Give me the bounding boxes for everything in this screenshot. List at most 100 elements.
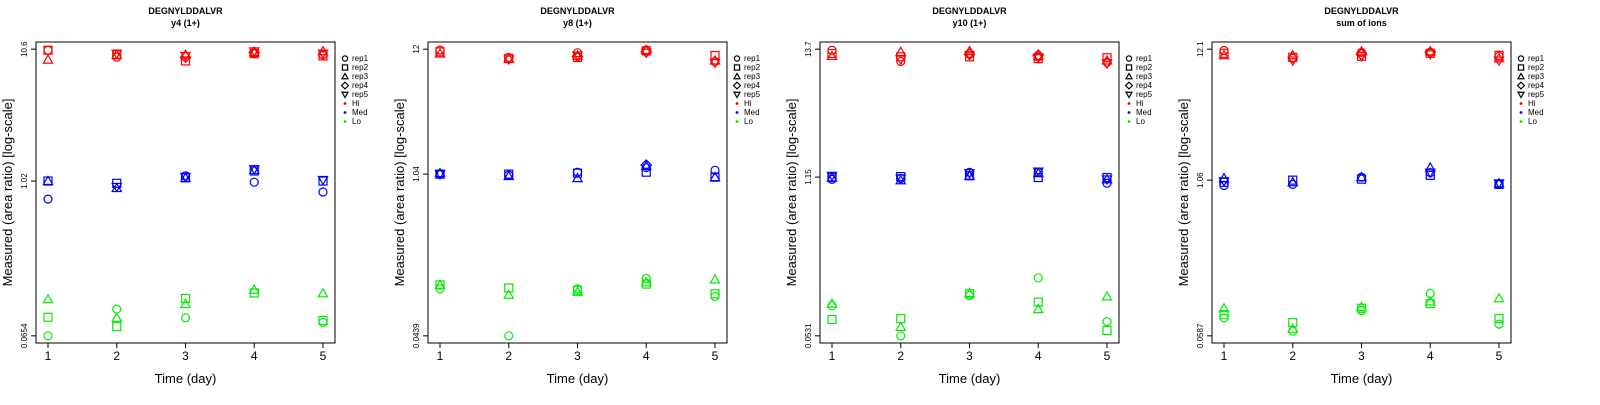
data-point-lo-rep3 (571, 285, 584, 296)
data-point-med-rep5 (1101, 175, 1113, 186)
y-tick-label: 1.15 (804, 169, 813, 185)
x-tick-label: 4 (643, 349, 650, 363)
legend-label: rep4 (1528, 81, 1545, 90)
x-tick-label: 2 (113, 349, 120, 363)
data-point-lo-rep2 (1102, 325, 1112, 335)
x-axis-label: Time (day) (547, 371, 609, 386)
data-point-hi-rep2 (180, 56, 191, 66)
data-point-med-rep5 (895, 174, 907, 185)
y-tick-label: 1.02 (20, 173, 29, 189)
data-point-lo-rep1 (1102, 316, 1112, 327)
data-point-hi-rep5 (1032, 53, 1044, 64)
data-point-lo-rep1 (641, 273, 651, 284)
data-point-lo-rep2 (1494, 313, 1504, 324)
legend-label: rep1 (1136, 54, 1153, 63)
legend-symbol-rep1 (1125, 55, 1133, 62)
data-point-hi-rep5 (640, 48, 652, 59)
data-point-lo-rep3 (640, 276, 652, 287)
data-point-med-rep3 (571, 172, 584, 183)
data-point-lo-rep1 (318, 317, 328, 328)
panel-4: DEGNYLDDALVR sum of ions 1 2 3 4 5 Time (day) 0.… (1176, 6, 1545, 386)
legend-symbol-rep1 (1517, 55, 1525, 62)
data-point-lo-rep1 (1219, 313, 1229, 323)
panel-1: DEGNYLDDALVR y4 (1+) 1 2 3 4 5 Time (day) 0.0654… (0, 6, 369, 386)
y-tick-label: 0.0587 (1196, 323, 1205, 348)
data-point-med-rep5 (317, 175, 329, 186)
data-point-med-rep3 (434, 167, 446, 178)
data-point-lo-rep3 (1424, 295, 1436, 306)
data-point-lo-rep2 (504, 283, 514, 293)
legend-symbol-rep2 (341, 64, 349, 71)
legend-symbol-rep5 (1124, 91, 1134, 99)
y-tick-label: 0.0654 (20, 323, 29, 348)
data-point-lo-rep2 (112, 322, 122, 332)
x-tick-label: 2 (505, 349, 512, 363)
legend-label: rep5 (1136, 90, 1153, 99)
data-point-hi-rep2 (1102, 53, 1112, 63)
x-tick-label: 5 (1496, 349, 1503, 363)
data-point-med-rep5 (1424, 168, 1436, 179)
data-point-lo-rep2 (710, 289, 720, 299)
data-point-lo-rep1 (43, 331, 53, 341)
legend-label: Lo (352, 117, 361, 126)
data-point-lo-rep3 (709, 273, 721, 284)
data-point-hi-rep3 (317, 45, 329, 56)
x-tick-label: 5 (1104, 349, 1111, 363)
legend-symbol-rep2 (733, 64, 741, 71)
legend-label: Lo (1528, 117, 1537, 126)
legend-symbol-rep4 (1124, 81, 1134, 90)
legend-label: rep4 (744, 81, 761, 90)
data-point-hi-rep3 (434, 47, 446, 58)
legend-symbol-rep4 (732, 81, 742, 90)
plot-frame (1211, 41, 1512, 344)
legend-label: Med (1136, 108, 1152, 117)
legend-label: rep2 (1528, 63, 1545, 72)
legend-label: rep5 (352, 90, 369, 99)
data-point-hi-rep4 (1032, 49, 1045, 62)
legend-symbol-rep3 (1124, 72, 1134, 80)
legend-symbol-rep3 (340, 72, 350, 80)
data-points (434, 44, 721, 341)
data-point-med-rep4 (640, 159, 653, 172)
legend-dot-med (343, 111, 347, 114)
y-axis-label: Measured (area ratio) [log-scale] (784, 99, 799, 287)
data-point-lo-rep3 (1287, 322, 1299, 333)
data-point-hi-rep5 (179, 51, 192, 62)
legend-dot-med (735, 111, 739, 114)
data-point-lo-rep3 (1355, 301, 1368, 312)
legend-label: rep3 (744, 72, 761, 81)
legend-label: Med (744, 108, 760, 117)
data-point-med-rep1 (249, 177, 259, 187)
data-point-med-rep5 (963, 169, 976, 179)
data-point-lo-rep2 (180, 293, 191, 304)
legend-label: Hi (1528, 99, 1536, 108)
data-point-hi-rep5 (1355, 52, 1368, 63)
legend-symbol-rep1 (341, 55, 349, 62)
legend-dot-lo (735, 120, 739, 123)
data-point-lo-rep1 (896, 331, 906, 341)
data-point-med-rep3 (503, 170, 515, 181)
data-point-hi-rep1 (43, 45, 53, 55)
legend-label: rep2 (744, 63, 761, 72)
x-tick-label: 4 (1427, 349, 1434, 363)
x-tick-label: 5 (320, 349, 327, 363)
y-tick-label: 10.6 (20, 41, 29, 57)
legend-label: rep3 (1528, 72, 1545, 81)
legend-dot-med (1127, 111, 1131, 114)
legend-label: rep2 (1136, 63, 1153, 72)
data-point-lo-rep2 (1033, 297, 1043, 307)
data-point-lo-rep3 (1493, 292, 1505, 303)
x-tick-label: 3 (1358, 349, 1365, 363)
legend-label: rep4 (1136, 81, 1153, 90)
data-point-lo-rep1 (504, 331, 514, 341)
data-points (42, 45, 329, 341)
data-point-lo-rep3 (963, 287, 976, 297)
data-point-hi-rep5 (709, 58, 721, 69)
panel-subtitle: sum of ions (1336, 18, 1387, 28)
legend-dot-lo (1519, 120, 1523, 123)
panel-3: DEGNYLDDALVR y10 (1+) 1 2 3 4 5 Time (day) 0.053… (784, 6, 1153, 386)
legend-label: rep1 (1528, 54, 1545, 63)
